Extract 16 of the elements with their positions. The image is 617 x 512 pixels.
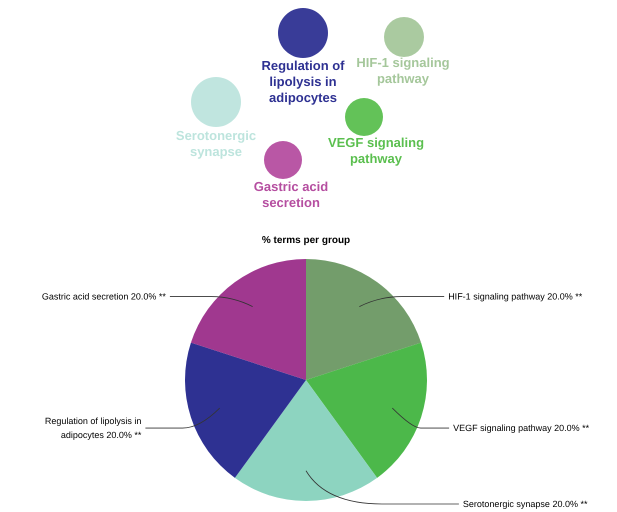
category-label: Serotonergic synapse — [176, 128, 256, 159]
pie-slice — [190, 259, 306, 380]
slice-label: HIF-1 signaling pathway 20.0% ** — [448, 292, 583, 302]
pie-slice — [306, 259, 422, 380]
category-label: Gastric acid secretion — [254, 179, 328, 210]
pie-slice — [306, 342, 427, 478]
category-label: Regulation of lipolysis in adipocytes — [261, 58, 346, 105]
slice-label: Gastric acid secretion 20.0% ** — [42, 292, 166, 302]
pie-slice — [234, 380, 378, 501]
category-label: VEGF signaling pathway — [328, 135, 424, 166]
category-label: HIF-1 signaling pathway — [356, 55, 450, 86]
slice-label: Serotonergic synapse 20.0% ** — [462, 499, 588, 509]
slice-label: Regulation of lipolysis in adipocytes 20.0% ** — [44, 416, 142, 440]
pie-slice — [185, 342, 306, 478]
chart-title: % terms per group — [262, 235, 350, 246]
slice-label: VEGF signaling pathway 20.0% ** — [453, 423, 590, 434]
